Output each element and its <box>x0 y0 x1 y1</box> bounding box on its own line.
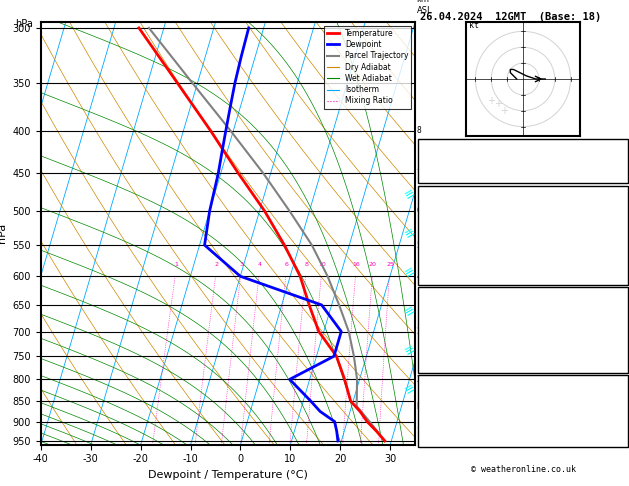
Text: ≡: ≡ <box>403 381 418 397</box>
Text: -129: -129 <box>601 406 625 416</box>
Text: 2: 2 <box>214 262 219 267</box>
Text: Dewp (°C): Dewp (°C) <box>421 216 474 226</box>
Text: 10: 10 <box>318 262 326 267</box>
Text: 345: 345 <box>607 230 625 240</box>
Text: 1: 1 <box>416 427 421 436</box>
Text: 975: 975 <box>607 304 625 314</box>
Text: kt: kt <box>469 21 479 30</box>
Legend: Temperature, Dewpoint, Parcel Trajectory, Dry Adiabat, Wet Adiabat, Isotherm, Mi: Temperature, Dewpoint, Parcel Trajectory… <box>324 26 411 108</box>
Text: StmSpd (kt): StmSpd (kt) <box>421 433 486 443</box>
Text: CAPE (J): CAPE (J) <box>421 257 469 267</box>
Text: 3: 3 <box>240 262 243 267</box>
Text: 19.3: 19.3 <box>601 216 625 226</box>
Text: Surface: Surface <box>503 189 543 199</box>
Text: CIN (J): CIN (J) <box>421 359 462 369</box>
Text: 5: 5 <box>416 241 421 250</box>
Text: Hodograph: Hodograph <box>496 379 550 389</box>
Text: SREH: SREH <box>421 406 445 416</box>
Text: 6: 6 <box>285 262 289 267</box>
Text: Temp (°C): Temp (°C) <box>421 203 474 213</box>
Text: 31°: 31° <box>607 419 625 430</box>
Text: 8: 8 <box>304 262 308 267</box>
Text: Pressure (mb): Pressure (mb) <box>421 304 498 314</box>
Text: 20: 20 <box>369 262 377 267</box>
Text: ≡: ≡ <box>403 225 418 242</box>
Text: CIN (J): CIN (J) <box>421 271 462 281</box>
Text: 8: 8 <box>416 126 421 136</box>
Text: 25: 25 <box>386 262 394 267</box>
Text: © weatheronline.co.uk: © weatheronline.co.uk <box>470 465 576 474</box>
Text: ≡: ≡ <box>403 303 418 319</box>
Text: 3: 3 <box>416 327 421 336</box>
Text: StmDir: StmDir <box>421 419 457 430</box>
Text: θε (K): θε (K) <box>421 318 457 328</box>
Text: Lifted Index: Lifted Index <box>421 331 492 342</box>
Text: EH: EH <box>421 392 433 402</box>
Text: hPa: hPa <box>16 19 33 29</box>
Text: 56: 56 <box>613 271 625 281</box>
Text: PW (cm): PW (cm) <box>421 169 462 179</box>
Text: ≡: ≡ <box>403 264 418 280</box>
Text: Totals Totals: Totals Totals <box>421 156 498 166</box>
Text: LCL: LCL <box>416 401 430 411</box>
Text: 49: 49 <box>613 359 625 369</box>
Text: -0: -0 <box>613 331 625 342</box>
Text: 26.04.2024  12GMT  (Base: 18): 26.04.2024 12GMT (Base: 18) <box>420 12 601 22</box>
Text: 102: 102 <box>607 257 625 267</box>
Text: +: + <box>500 105 508 116</box>
Text: 4: 4 <box>416 272 421 281</box>
Text: 1: 1 <box>174 262 179 267</box>
Text: +: + <box>494 99 502 109</box>
Text: +: + <box>487 96 495 106</box>
Text: 7: 7 <box>619 433 625 443</box>
Text: 345: 345 <box>607 318 625 328</box>
Text: 104: 104 <box>607 345 625 355</box>
Text: Mixing Ratio (g/kg): Mixing Ratio (g/kg) <box>438 227 447 301</box>
Text: ≡: ≡ <box>403 186 418 203</box>
Text: -155: -155 <box>601 392 625 402</box>
Text: 4: 4 <box>258 262 262 267</box>
Text: Lifted Index: Lifted Index <box>421 243 492 254</box>
X-axis label: Dewpoint / Temperature (°C): Dewpoint / Temperature (°C) <box>148 470 308 480</box>
Text: K: K <box>421 142 427 152</box>
Text: 28.7: 28.7 <box>601 203 625 213</box>
Text: -0: -0 <box>613 243 625 254</box>
Text: CAPE (J): CAPE (J) <box>421 345 469 355</box>
Text: 42: 42 <box>613 156 625 166</box>
Text: 2: 2 <box>416 375 421 384</box>
Text: 16: 16 <box>352 262 360 267</box>
Text: 6: 6 <box>416 207 421 215</box>
Text: θε(K): θε(K) <box>421 230 451 240</box>
Text: Most Unstable: Most Unstable <box>485 291 561 301</box>
Text: ≡: ≡ <box>403 342 418 358</box>
Text: km
ASL: km ASL <box>416 0 432 15</box>
Text: 34: 34 <box>613 142 625 152</box>
Text: 7: 7 <box>416 169 421 178</box>
Y-axis label: hPa: hPa <box>0 223 7 243</box>
Text: 4.15: 4.15 <box>601 169 625 179</box>
